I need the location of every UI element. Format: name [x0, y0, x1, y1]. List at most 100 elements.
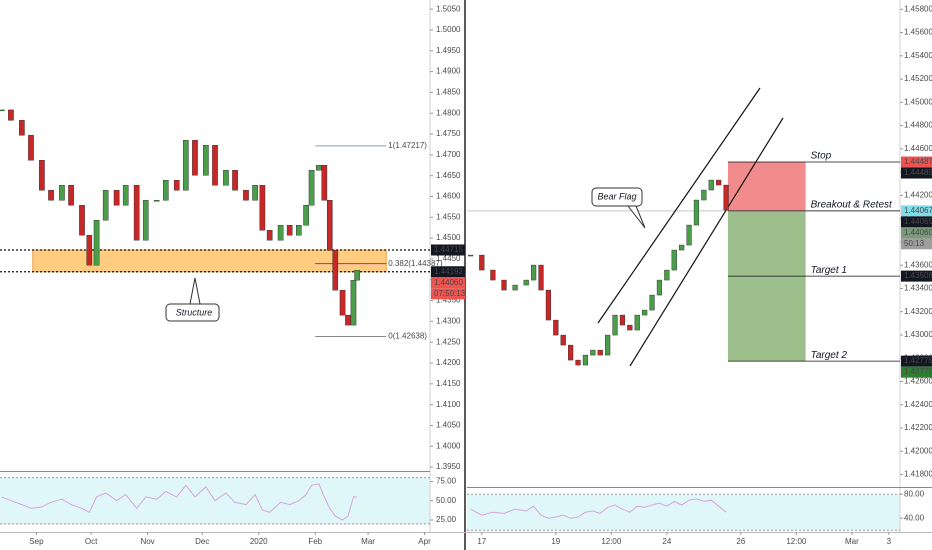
price-tag: [901, 156, 932, 168]
price-tag: [901, 366, 932, 378]
stop-zone: [727, 162, 806, 211]
candle: [568, 344, 574, 361]
y-tick-label: 1.42400: [904, 400, 932, 409]
y-tick-label: 1.42200: [904, 423, 932, 432]
price-tag-label: 1.44715: [434, 245, 463, 254]
candle: [316, 165, 322, 171]
candle: [223, 170, 229, 186]
x-tick-label: 12:00: [601, 537, 622, 546]
price-tag-label: 1.44060: [904, 228, 932, 237]
price-tag-label: 1.44489: [904, 168, 932, 177]
candle: [619, 314, 626, 326]
y-tick-label: 1.3950: [436, 462, 461, 471]
rsi-tick-label: 75.00: [436, 477, 457, 486]
candle: [266, 230, 273, 241]
y-tick-label: 1.5050: [436, 4, 461, 13]
y-tick-label: 1.44200: [904, 191, 932, 200]
candle: [501, 279, 507, 291]
x-tick-label: 3: [887, 537, 892, 546]
candle: [350, 279, 357, 326]
candle: [627, 324, 633, 331]
price-tag: [901, 227, 932, 239]
candle: [59, 185, 65, 201]
candle: [286, 225, 293, 236]
y-tick-label: 1.44600: [904, 144, 932, 153]
candle: [575, 359, 581, 366]
channel-line: [597, 87, 761, 324]
y-tick-label: 1.45000: [904, 97, 932, 106]
candle: [339, 289, 346, 316]
callout-box: [165, 277, 220, 322]
candle: [243, 190, 249, 201]
candle: [679, 244, 685, 251]
candle: [39, 160, 45, 191]
candle: [28, 135, 34, 161]
y-tick-label: 1.4950: [436, 46, 461, 55]
x-tick-label: Nov: [140, 537, 154, 546]
x-tick-label: Apr: [418, 537, 431, 546]
fib-label: 1(1.47217): [388, 141, 427, 150]
candle: [277, 225, 284, 241]
price-tag-label: 1.44067: [904, 206, 932, 215]
price-tag-label: 1.44487: [904, 157, 932, 166]
price-tag: [901, 167, 932, 179]
candle: [142, 200, 149, 241]
y-tick-label: 1.42000: [904, 446, 932, 455]
channel-line: [629, 117, 784, 367]
x-tick-label: Feb: [308, 537, 322, 546]
price-tag: [901, 205, 932, 217]
y-tick-label: 1.45600: [904, 28, 932, 37]
candle: [479, 254, 485, 271]
price-tag-label: 1.42775: [904, 356, 932, 365]
target-zone: [727, 210, 806, 362]
candle: [133, 185, 140, 241]
candle: [296, 225, 302, 236]
y-tick-label: 1.4450: [436, 254, 461, 263]
x-tick-label: Mar: [361, 537, 375, 546]
candle: [523, 279, 529, 286]
price-tag: [901, 355, 932, 367]
candle: [163, 180, 169, 201]
candle: [686, 224, 692, 246]
y-tick-label: 1.42600: [904, 377, 932, 386]
x-tick-label: Oct: [85, 537, 98, 546]
callout-box: [591, 187, 646, 229]
level-label: Breakout & Retest: [811, 200, 893, 211]
y-tick-label: 1.43400: [904, 284, 932, 293]
candle: [332, 249, 339, 291]
candle: [708, 179, 714, 191]
y-tick-label: 1.4800: [436, 108, 461, 117]
fib-label: 0(1.42638): [388, 332, 427, 341]
price-tag: [431, 244, 465, 256]
rsi-line: [1, 483, 358, 521]
level-label: Target 1: [811, 265, 847, 276]
candle: [122, 185, 129, 206]
candle: [212, 145, 218, 186]
price-tag: [431, 266, 465, 278]
x-tick-label: 12:00: [786, 537, 807, 546]
candle: [634, 314, 640, 331]
y-tick-label: 1.4300: [436, 316, 461, 325]
x-tick-label: 24: [662, 537, 671, 546]
y-tick-label: 1.4700: [436, 150, 461, 159]
y-tick-label: 1.4600: [436, 192, 461, 201]
candle: [664, 269, 670, 281]
y-tick-label: 1.4000: [436, 441, 461, 450]
candle: [468, 254, 474, 257]
level-label: Target 2: [811, 350, 848, 361]
rsi-line: [470, 498, 727, 519]
y-tick-label: 1.4900: [436, 67, 461, 76]
candle: [545, 289, 552, 321]
y-tick-label: 1.4750: [436, 129, 461, 138]
y-tick-label: 1.43200: [904, 307, 932, 316]
candle: [656, 279, 663, 296]
candle: [19, 120, 25, 136]
candle: [8, 109, 14, 121]
candle: [345, 314, 351, 326]
price-tag: [901, 216, 932, 228]
candle: [86, 235, 93, 266]
y-tick-label: 1.41800: [904, 470, 932, 479]
x-tick-label: 19: [551, 537, 560, 546]
candle: [203, 145, 209, 176]
